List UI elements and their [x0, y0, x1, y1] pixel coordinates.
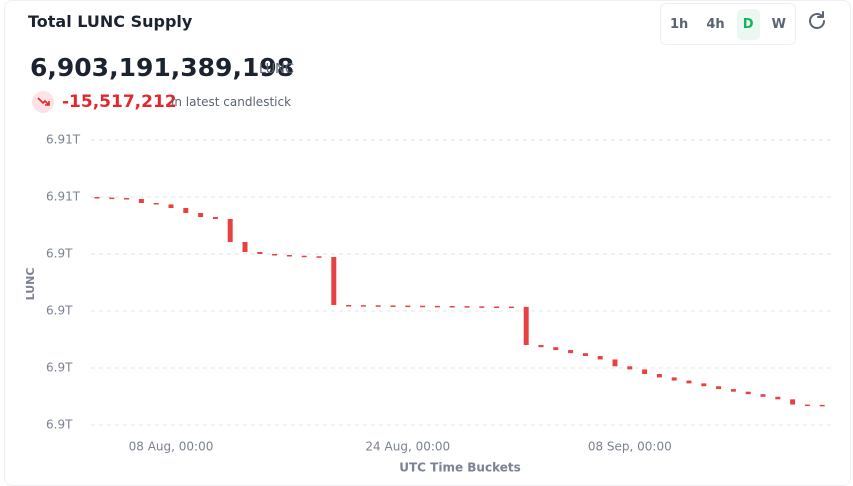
- candle: [612, 359, 618, 367]
- interval-button[interactable]: 1h: [670, 16, 689, 32]
- candle: [183, 208, 189, 213]
- candle: [790, 399, 796, 405]
- candle: [301, 255, 307, 258]
- y-axis-title: LUNC: [24, 268, 37, 301]
- candle: [434, 305, 440, 308]
- y-tick-label: 6.9T: [46, 304, 73, 318]
- candle: [642, 369, 648, 374]
- candle: [553, 347, 559, 351]
- x-tick-label: 24 Aug, 00:00: [365, 440, 450, 454]
- candle: [124, 197, 130, 200]
- candle: [242, 242, 248, 253]
- y-tick-label: 6.91T: [46, 133, 81, 147]
- candle: [730, 389, 736, 392]
- supply-value: 6,903,191,389,198: [30, 53, 295, 82]
- candle: [94, 197, 100, 199]
- candle: [671, 377, 677, 381]
- y-tick-label: 6.9T: [46, 361, 73, 375]
- candle: [479, 306, 485, 308]
- y-tick-label: 6.9T: [46, 247, 73, 261]
- candle: [346, 304, 352, 307]
- candle: [716, 386, 722, 390]
- candle: [568, 350, 574, 354]
- refresh-button[interactable]: [805, 9, 829, 33]
- interval-button[interactable]: W: [771, 16, 786, 32]
- interval-button[interactable]: 4h: [706, 16, 725, 32]
- candle: [138, 198, 144, 203]
- candle: [286, 254, 292, 257]
- y-tick-label: 6.9T: [46, 418, 73, 432]
- candle: [508, 306, 514, 309]
- candle: [656, 373, 662, 378]
- change-value: -15,517,212: [62, 92, 177, 112]
- candle: [449, 306, 455, 308]
- candle: [494, 306, 500, 308]
- candle: [405, 305, 411, 308]
- candle: [538, 345, 544, 348]
- interval-switch: 1h 4h D W: [660, 3, 796, 45]
- x-tick-label: 08 Aug, 00:00: [129, 440, 214, 454]
- candle: [257, 252, 263, 254]
- candle: [420, 305, 426, 308]
- y-tick-label: 6.91T: [46, 190, 81, 204]
- candle: [804, 404, 810, 407]
- candle: [582, 353, 588, 357]
- candle: [316, 256, 322, 258]
- candle: [168, 204, 174, 209]
- candle: [819, 404, 825, 407]
- candle: [198, 212, 204, 218]
- candle: [272, 254, 278, 256]
- down-icon: [32, 91, 54, 113]
- candle: [523, 306, 529, 346]
- candle: [390, 305, 396, 307]
- candle: [464, 306, 470, 308]
- chart: LUNC UTC Time Buckets 6.9T 6.9T 6.9T 6.9T 6.…: [24, 133, 831, 475]
- candle: [375, 305, 381, 307]
- candle: [360, 305, 366, 307]
- candle: [153, 202, 159, 205]
- supply-unit: LUNC: [259, 62, 294, 77]
- candle: [627, 366, 633, 370]
- candle: [775, 396, 781, 400]
- candle: [227, 219, 233, 243]
- interval-button[interactable]: D: [736, 8, 760, 40]
- candle: [686, 380, 692, 384]
- candle: [745, 391, 751, 395]
- card-title: Total LUNC Supply: [28, 12, 193, 31]
- x-axis-title: UTC Time Buckets: [399, 461, 521, 475]
- supply-card: Total LUNC Supply 1h 4h D W 6,903,191,38…: [4, 0, 851, 486]
- candle: [597, 356, 603, 360]
- candle: [212, 217, 218, 220]
- candle: [331, 256, 337, 305]
- change-note: in latest candlestick: [171, 95, 292, 109]
- candle: [701, 383, 707, 387]
- candle: [109, 197, 115, 200]
- x-tick-label: 08 Sep, 00:00: [588, 440, 672, 454]
- candle: [760, 394, 766, 397]
